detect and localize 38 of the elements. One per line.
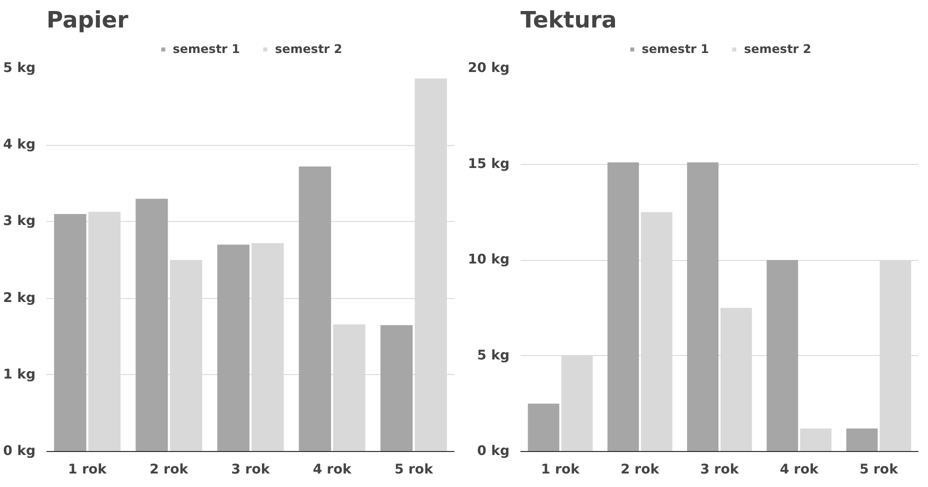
legend-label: semestr 2 xyxy=(744,42,812,56)
legend-label: semestr 1 xyxy=(172,42,240,56)
bar xyxy=(607,162,639,452)
y-tick-label: 5 kg xyxy=(477,348,510,364)
x-tick-label: 3 rok xyxy=(700,462,740,478)
bar xyxy=(298,166,332,452)
y-tick-label: 3 kg xyxy=(3,214,36,230)
bar xyxy=(846,428,878,452)
y-tick-label: 20 kg xyxy=(468,61,510,76)
y-tick-label: 1 kg xyxy=(3,367,36,382)
y-tick-label: 2 kg xyxy=(3,290,36,306)
bar xyxy=(528,404,560,452)
y-tick-label: 4 kg xyxy=(3,138,36,153)
y-tick-label: 0 kg xyxy=(477,444,510,459)
x-tick-label: 4 rok xyxy=(780,462,820,478)
y-tick-label: 0 kg xyxy=(3,444,36,459)
bar xyxy=(766,260,798,452)
bar xyxy=(380,325,413,452)
x-tick-label: 1 rok xyxy=(541,462,581,478)
bar xyxy=(136,198,168,452)
chart-title: Papier xyxy=(46,8,130,34)
bar xyxy=(217,244,250,452)
x-tick-label: 2 rok xyxy=(150,462,190,478)
bar xyxy=(54,214,86,452)
x-tick-label: 2 rok xyxy=(620,462,660,478)
legend-label: semestr 2 xyxy=(275,42,342,56)
bar xyxy=(800,428,832,452)
y-tick-label: 10 kg xyxy=(468,252,510,268)
legend-label: semestr 1 xyxy=(642,42,709,56)
chart-title: Tektura xyxy=(520,8,617,34)
x-tick-label: 5 rok xyxy=(394,462,434,478)
x-tick-label: 5 rok xyxy=(859,462,900,478)
x-tick-label: 4 rok xyxy=(312,462,352,478)
y-tick-label: 15 kg xyxy=(468,156,510,172)
y-tick-label: 5 kg xyxy=(3,61,36,76)
x-tick-label: 3 rok xyxy=(231,462,271,478)
bar xyxy=(687,162,718,452)
x-tick-label: 1 rok xyxy=(68,462,108,478)
